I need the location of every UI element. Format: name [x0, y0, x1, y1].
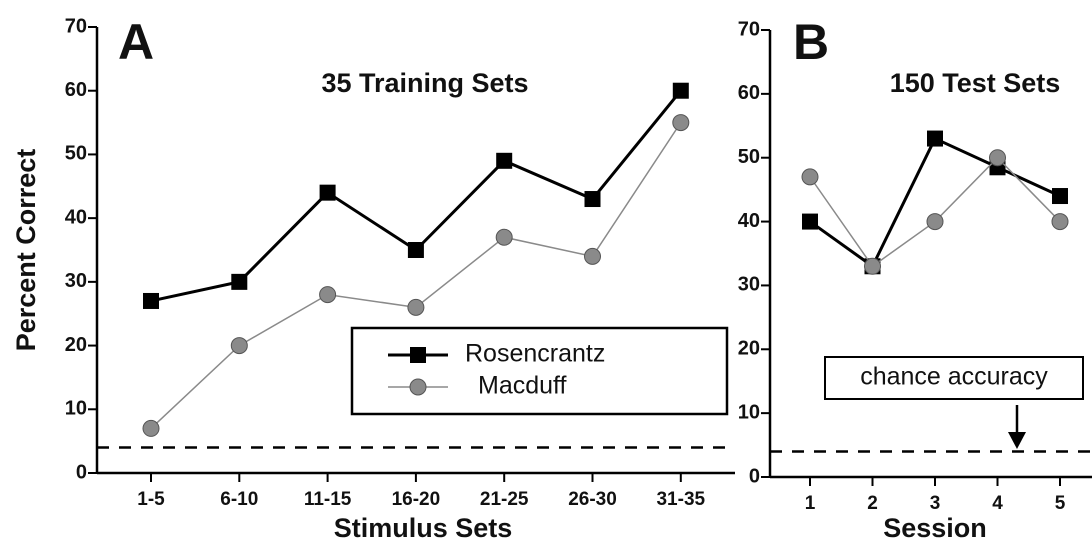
point	[802, 213, 818, 230]
point	[319, 286, 337, 304]
y-tick-label: 40	[738, 210, 760, 232]
x-tick-label: 16-20	[392, 489, 441, 510]
point	[989, 149, 1006, 167]
x-tick-label: 1	[805, 493, 816, 514]
point	[1051, 213, 1069, 231]
x-tick-label: 26-30	[568, 489, 617, 510]
point	[143, 292, 159, 309]
point	[672, 82, 689, 99]
x-tick-label: 1-5	[137, 489, 165, 510]
point	[407, 298, 425, 316]
x-tick-label: 2	[867, 493, 878, 514]
series-line	[809, 136, 1061, 269]
x-tick-label: 31-35	[656, 489, 705, 510]
arrow-head	[1008, 432, 1026, 449]
x-tick-label: 3	[930, 493, 941, 514]
y-tick-label: 20	[738, 338, 760, 360]
point	[1052, 188, 1068, 205]
x-tick-label: 11-15	[304, 489, 352, 510]
y-axis-label: Percent Correct	[11, 149, 41, 352]
x-axis-label: Session	[883, 513, 987, 543]
y-tick-label: 60	[65, 79, 87, 101]
point	[142, 419, 160, 437]
point	[672, 114, 690, 132]
point	[496, 152, 513, 169]
series-line	[150, 89, 682, 303]
x-tick-label: 4	[992, 493, 1003, 514]
panel-letter: A	[118, 14, 154, 70]
chart-title: 35 Training Sets	[321, 68, 528, 98]
legend-box	[350, 326, 729, 416]
y-tick-label: 0	[76, 461, 87, 483]
point	[584, 191, 601, 208]
chart-title: 150 Test Sets	[890, 68, 1061, 98]
annotation: chance accuracy	[860, 363, 1048, 391]
y-tick-label: 70	[738, 18, 760, 40]
y-tick-label: 10	[738, 401, 760, 423]
point	[927, 130, 943, 147]
y-tick-label: 60	[738, 82, 760, 104]
point	[319, 184, 336, 201]
y-tick-label: 0	[749, 465, 760, 487]
panel-letter: B	[793, 14, 829, 70]
x-tick-label: 21-25	[480, 489, 529, 510]
y-tick-label: 20	[65, 334, 87, 356]
point	[801, 168, 819, 186]
point	[926, 213, 944, 231]
y-tick-label: 30	[738, 274, 760, 296]
y-tick-label: 30	[65, 270, 87, 292]
point	[864, 257, 881, 275]
y-tick-label: 50	[65, 143, 87, 165]
legend-label: Rosencrantz	[465, 340, 605, 368]
point	[495, 228, 513, 246]
point	[410, 347, 426, 363]
point	[231, 273, 248, 290]
x-axis-label: Stimulus Sets	[334, 513, 513, 543]
annotation-box	[824, 356, 1084, 400]
y-tick-label: 40	[65, 206, 87, 228]
point	[584, 247, 601, 265]
y-tick-label: 70	[65, 15, 87, 37]
point	[407, 242, 424, 258]
y-tick-label: 10	[65, 398, 87, 420]
legend-label: Macduff	[478, 372, 567, 400]
x-tick-label: 6-10	[220, 489, 258, 510]
point	[409, 378, 427, 396]
x-tick-label: 5	[1055, 493, 1066, 514]
point	[230, 337, 248, 355]
y-tick-label: 50	[738, 146, 760, 168]
